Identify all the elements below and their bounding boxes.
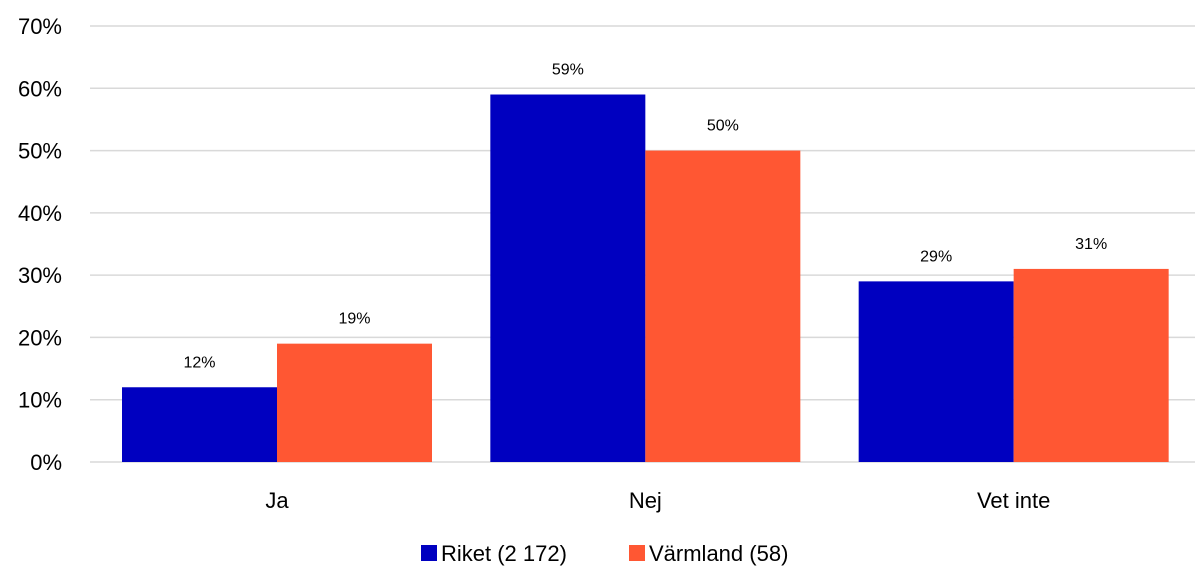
data-label: 50% <box>707 118 739 135</box>
y-tick-label: 40% <box>18 201 62 226</box>
legend-label: Riket (2 172) <box>441 541 567 566</box>
y-tick-label: 20% <box>18 325 62 350</box>
bar-ja-series-0 <box>122 387 277 462</box>
data-label: 59% <box>552 62 584 79</box>
legend: Riket (2 172) Värmland (58) <box>421 541 788 566</box>
y-tick-label: 70% <box>18 14 62 39</box>
y-tick-label: 10% <box>18 388 62 413</box>
bar-vet-inte-series-0 <box>858 281 1014 462</box>
y-axis-tick-labels: 0% 10% 20% 30% 40% 50% 60% 70% <box>18 14 62 475</box>
bar-nej-series-1 <box>645 150 801 463</box>
x-category-label: Vet inte <box>977 488 1050 513</box>
y-tick-label: 60% <box>18 76 62 101</box>
bar-vet-inte-series-1 <box>1013 268 1169 462</box>
legend-label: Värmland (58) <box>649 541 788 566</box>
data-label: 29% <box>920 248 952 265</box>
legend-swatch <box>629 545 645 561</box>
bar-nej-series-0 <box>490 94 646 462</box>
bars <box>122 94 1169 463</box>
x-category-label: Ja <box>265 488 289 513</box>
data-label: 12% <box>183 354 215 371</box>
x-axis-category-labels: Ja Nej Vet inte <box>265 488 1050 513</box>
y-tick-label: 30% <box>18 263 62 288</box>
y-tick-label: 50% <box>18 139 62 164</box>
data-label: 31% <box>1075 236 1107 253</box>
data-labels: 12% 19% 59% 50% 29% 31% <box>183 62 1107 372</box>
legend-swatch <box>421 545 437 561</box>
x-category-label: Nej <box>629 488 662 513</box>
y-tick-label: 0% <box>30 450 62 475</box>
data-label: 19% <box>338 311 370 328</box>
bar-ja-series-1 <box>277 343 432 462</box>
